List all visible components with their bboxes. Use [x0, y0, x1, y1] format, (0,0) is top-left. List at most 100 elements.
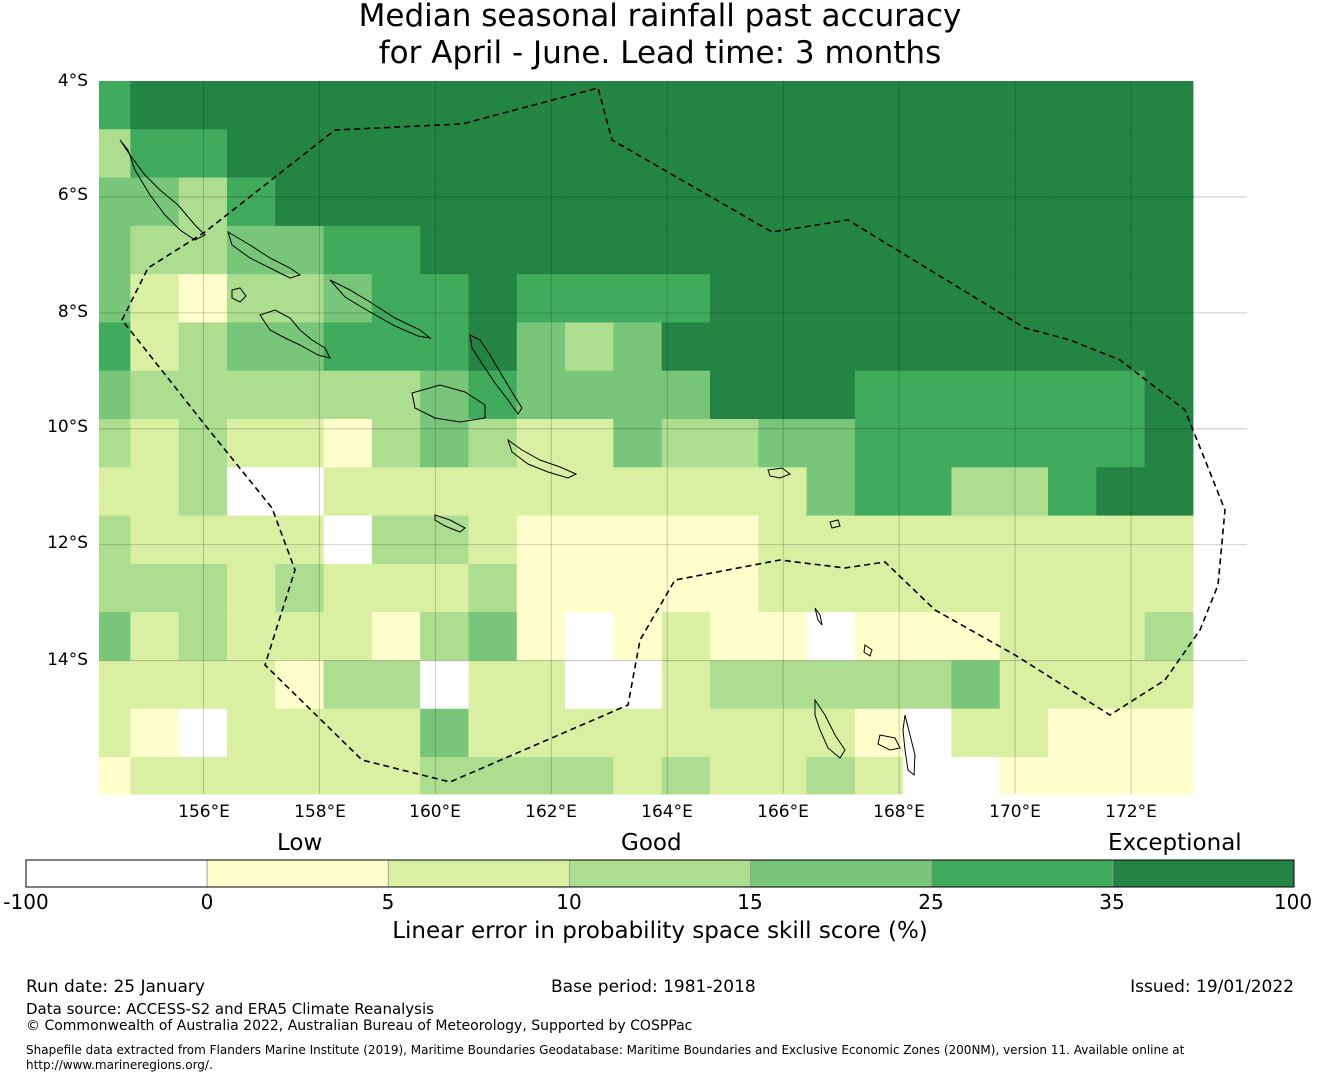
grid-cell: [951, 129, 1001, 179]
grid-cell: [323, 515, 373, 565]
grid-cell: [1144, 708, 1194, 758]
grid-cell: [758, 322, 808, 372]
grid-cell: [323, 322, 373, 372]
grid-cell: [1096, 708, 1146, 758]
grid-cell: [854, 225, 904, 275]
grid-cell: [661, 225, 711, 275]
grid-cell: [275, 322, 325, 372]
grid-cell: [178, 177, 228, 227]
grid-cell: [613, 274, 663, 323]
lon-label-162e: 162°E: [525, 802, 577, 822]
grid-cell: [275, 274, 325, 323]
grid-cell: [951, 322, 1001, 372]
island-santa-isabel: [329, 279, 432, 339]
island-new-georgia: [259, 309, 331, 359]
grid-cell: [854, 467, 904, 517]
grid-cell: [1048, 370, 1097, 420]
grid-cell: [1144, 177, 1194, 227]
grid-cell: [468, 81, 518, 130]
grid-cell: [275, 757, 325, 795]
grid-cell: [275, 419, 325, 468]
grid-cell: [99, 467, 131, 517]
grid-cell: [806, 81, 856, 130]
grid-cell: [323, 467, 373, 517]
grid-cell: [420, 757, 469, 795]
island-santa-cruz: [767, 467, 792, 479]
lon-label-166e: 166°E: [757, 802, 809, 822]
grid-cell: [468, 322, 518, 372]
colorbar-tick: -100: [3, 890, 49, 914]
grid-cell: [130, 708, 180, 758]
island-bougainville: [119, 139, 206, 241]
grid-cell: [613, 370, 663, 420]
grid-cell: [516, 757, 566, 795]
grid-cell: [1096, 612, 1146, 661]
grid-cell: [420, 419, 469, 468]
grid-cell: [951, 612, 1001, 661]
grid-cell: [371, 322, 421, 372]
grid-cell: [806, 515, 856, 565]
grid-cell: [709, 129, 759, 179]
grid-cell: [758, 612, 808, 661]
grid-cell: [1096, 274, 1146, 323]
grid-cell: [854, 129, 904, 179]
grid-cell: [371, 612, 421, 661]
grid-cell: [709, 419, 759, 468]
grid-cell: [806, 177, 856, 227]
colorbar-segment: [931, 859, 1114, 888]
grid-cell: [999, 322, 1049, 372]
grid-cell: [661, 322, 711, 372]
grid-cell: [99, 563, 131, 613]
grid-cell: [661, 708, 711, 758]
grid-cell: [420, 370, 469, 420]
grid-cell: [99, 708, 131, 758]
grid-cell: [516, 274, 566, 323]
colorbar-segment: [750, 859, 933, 888]
grid-cell: [178, 81, 228, 130]
grid-cell: [323, 225, 373, 275]
grid-cell: [516, 515, 566, 565]
grid-cell: [806, 129, 856, 179]
grid-cell: [709, 225, 759, 275]
grid-cell: [565, 322, 614, 372]
lon-label-164e: 164°E: [641, 802, 693, 822]
grid-cell: [1048, 322, 1097, 372]
grid-cell: [323, 129, 373, 179]
grid-cell: [613, 129, 663, 179]
grid-cell: [516, 708, 566, 758]
grid-cell: [661, 177, 711, 227]
grid-cell: [1144, 274, 1194, 323]
grid-cell: [1048, 612, 1097, 661]
category-good: Good: [621, 830, 682, 856]
grid-cell: [516, 660, 566, 710]
grid-cell: [226, 419, 276, 468]
grid-cell: [951, 225, 1001, 275]
grid-cell: [516, 370, 566, 420]
colorbar-tick: 25: [918, 890, 944, 914]
lat-label-14s: 14°S: [47, 650, 88, 670]
grid-cell: [226, 322, 276, 372]
grid-cell: [1048, 419, 1097, 468]
grid-cell: [709, 757, 759, 795]
grid-cell: [275, 177, 325, 227]
grid-cell: [951, 757, 1001, 795]
grid-cell: [1144, 660, 1194, 710]
grid-cell: [1144, 563, 1194, 613]
grid-cell: [613, 515, 663, 565]
island-malakula: [877, 734, 901, 751]
grid-cell: [226, 563, 276, 613]
grid-cell: [709, 708, 759, 758]
grid-cell: [323, 612, 373, 661]
grid-cell: [420, 708, 469, 758]
grid-cell: [130, 370, 180, 420]
grid-cell: [420, 177, 469, 227]
grid-cell: [1096, 515, 1146, 565]
grid-cell: [951, 177, 1001, 227]
colorbar-segment: [569, 859, 751, 888]
grid-cell: [420, 563, 469, 613]
grid-cell: [951, 515, 1001, 565]
grid-cell: [420, 612, 469, 661]
grid-cell: [903, 660, 952, 710]
grid-cell: [854, 322, 904, 372]
grid-cell: [516, 563, 566, 613]
